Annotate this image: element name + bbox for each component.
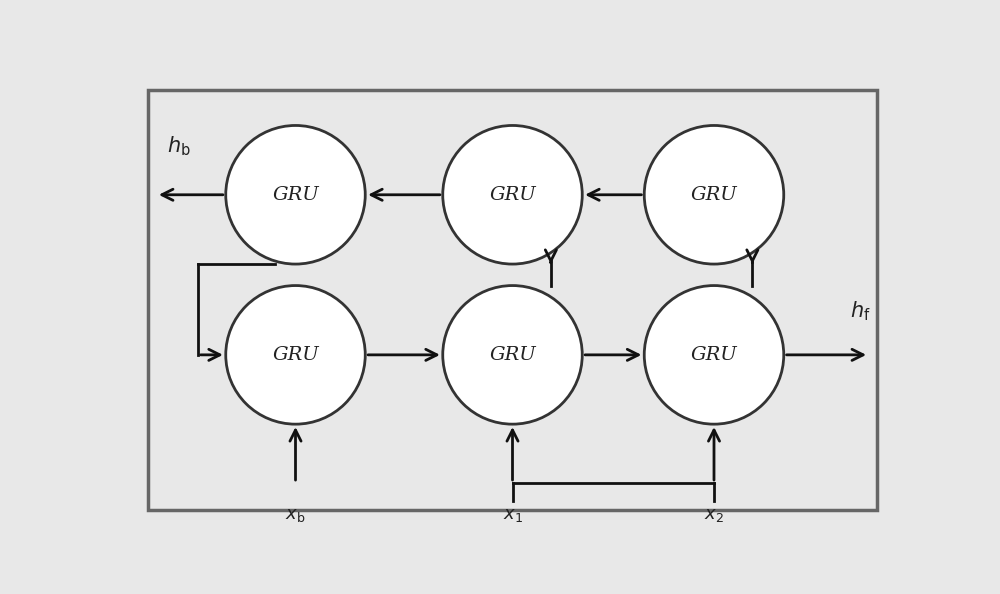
Text: GRU: GRU (489, 346, 536, 364)
Text: GRU: GRU (691, 186, 737, 204)
Text: GRU: GRU (272, 346, 319, 364)
Ellipse shape (443, 286, 582, 424)
Ellipse shape (644, 125, 784, 264)
FancyBboxPatch shape (148, 90, 877, 510)
Ellipse shape (644, 286, 784, 424)
Text: $x_\mathrm{b}$: $x_\mathrm{b}$ (285, 506, 306, 524)
Text: $h_\mathrm{f}$: $h_\mathrm{f}$ (850, 299, 870, 323)
Text: GRU: GRU (489, 186, 536, 204)
Text: GRU: GRU (272, 186, 319, 204)
Text: $x_1$: $x_1$ (503, 506, 522, 524)
Text: GRU: GRU (691, 346, 737, 364)
Ellipse shape (443, 125, 582, 264)
Ellipse shape (226, 286, 365, 424)
Text: $h_\mathrm{b}$: $h_\mathrm{b}$ (167, 135, 191, 158)
Ellipse shape (226, 125, 365, 264)
Text: $x_2$: $x_2$ (704, 506, 724, 524)
